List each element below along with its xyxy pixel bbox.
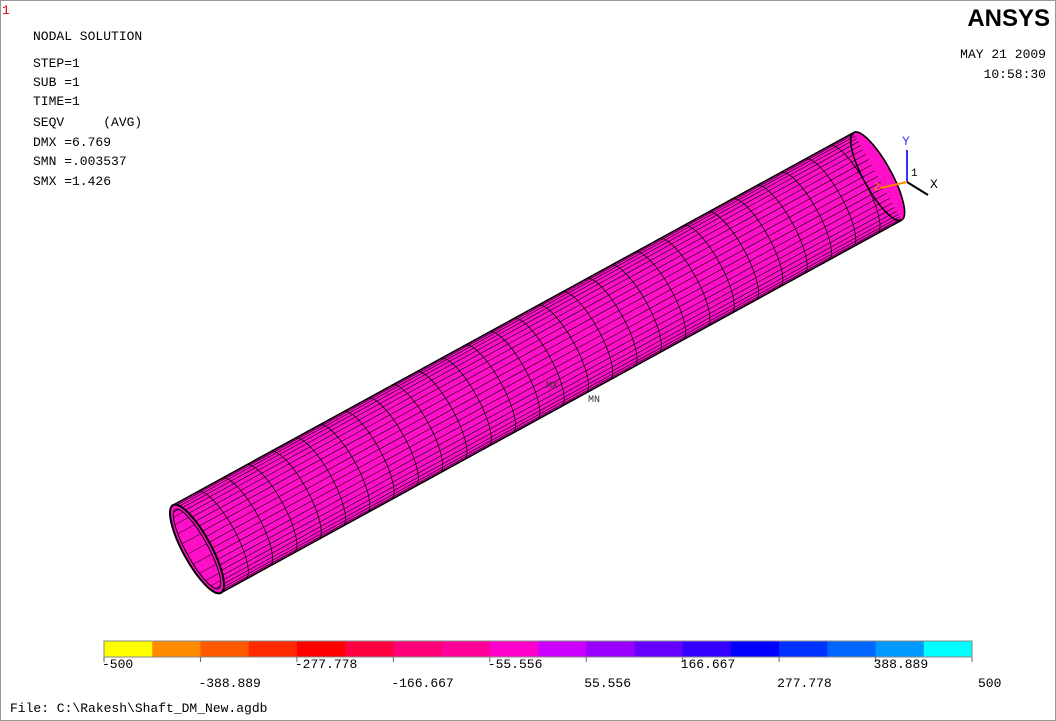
page: 1 NODAL SOLUTION ANSYS MAY 21 2009 10:58… — [0, 0, 1056, 721]
legend-label: -388.889 — [198, 676, 260, 691]
legend-label: 166.667 — [681, 657, 736, 672]
legend-swatch — [827, 641, 876, 657]
triad-z: Z — [874, 183, 880, 194]
info-line: TIME=1 — [33, 94, 80, 109]
triad-y: Y — [902, 134, 910, 149]
logo: ANSYS — [967, 5, 1050, 32]
legend-swatch — [924, 641, 973, 657]
info-line: SMX =1.426 — [33, 174, 111, 189]
legend-swatch — [586, 641, 635, 657]
legend-swatch — [538, 641, 587, 657]
legend-label: 277.778 — [777, 676, 832, 691]
min-marker: MN — [588, 395, 600, 406]
legend-swatch — [152, 641, 201, 657]
time: 10:58:30 — [984, 67, 1046, 82]
window-number: 1 — [2, 3, 10, 18]
legend-label: -55.556 — [488, 657, 543, 672]
info-line: SEQV (AVG) — [33, 115, 142, 130]
info-line: STEP=1 — [33, 56, 80, 71]
legend-swatch — [779, 641, 828, 657]
triad-x: X — [930, 177, 938, 192]
legend-swatch — [731, 641, 780, 657]
legend-swatch — [297, 641, 346, 657]
plot-title: NODAL SOLUTION — [33, 29, 142, 44]
legend-label: 388.889 — [874, 657, 929, 672]
legend-label: 500 — [978, 676, 1001, 691]
triad-id: 1 — [911, 168, 918, 180]
legend-swatch — [490, 641, 539, 657]
legend-swatch — [200, 641, 249, 657]
legend-swatch — [345, 641, 394, 657]
legend-swatch — [683, 641, 732, 657]
legend-label: -166.667 — [391, 676, 453, 691]
legend-label: -500 — [102, 657, 133, 672]
info-line: DMX =6.769 — [33, 135, 111, 150]
legend-swatch — [249, 641, 298, 657]
legend-swatch — [104, 641, 153, 657]
info-line: SUB =1 — [33, 75, 80, 90]
graphics-window: 1 NODAL SOLUTION ANSYS MAY 21 2009 10:58… — [0, 0, 1056, 721]
legend-swatch — [634, 641, 683, 657]
info-line: SMN =.003537 — [33, 154, 127, 169]
legend-swatch — [442, 641, 491, 657]
legend-label: 55.556 — [584, 676, 631, 691]
legend-label: -277.778 — [295, 657, 357, 672]
max-marker: MX — [546, 381, 558, 392]
legend-swatch — [393, 641, 442, 657]
legend-swatch — [876, 641, 925, 657]
date: MAY 21 2009 — [960, 47, 1046, 62]
file-path: File: C:\Rakesh\Shaft_DM_New.agdb — [10, 701, 267, 716]
